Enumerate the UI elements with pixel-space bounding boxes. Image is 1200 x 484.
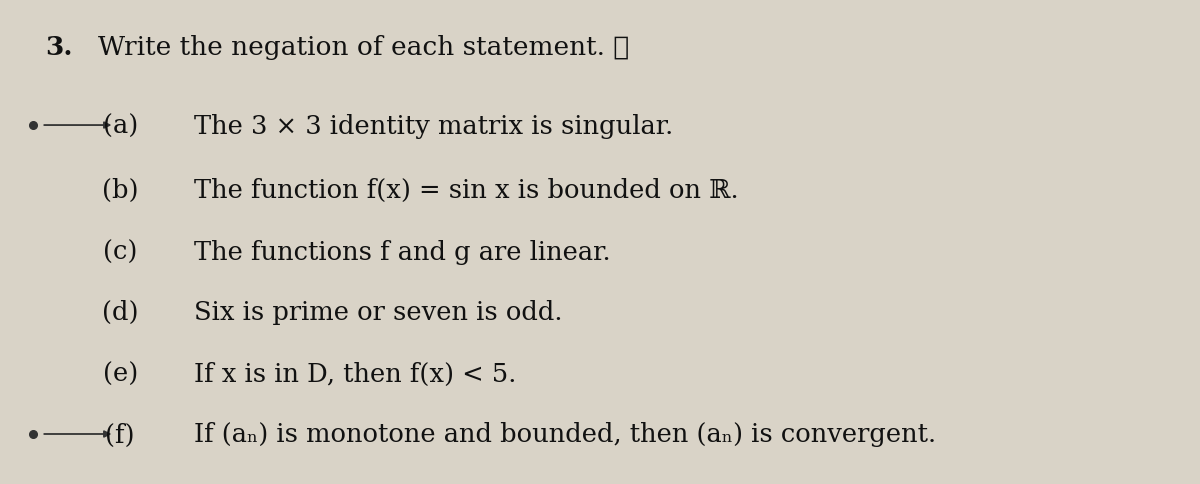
Text: If (aₙ) is monotone and bounded, then (aₙ) is convergent.: If (aₙ) is monotone and bounded, then (a… [194,422,936,447]
Text: (b): (b) [102,177,138,202]
Text: Six is prime or seven is odd.: Six is prime or seven is odd. [194,300,563,325]
Text: (d): (d) [102,300,138,325]
Text: (e): (e) [102,362,138,386]
Text: The 3 × 3 identity matrix is singular.: The 3 × 3 identity matrix is singular. [194,113,673,138]
Text: Write the negation of each statement. ☆: Write the negation of each statement. ☆ [98,35,629,60]
Text: (c): (c) [103,239,137,264]
Text: If x is in D, then f(x) < 5.: If x is in D, then f(x) < 5. [194,362,517,386]
Text: The function f(x) = sin x is bounded on ℝ.: The function f(x) = sin x is bounded on … [194,177,739,202]
Text: 3.: 3. [44,35,72,60]
Text: (f): (f) [106,422,134,447]
Text: (a): (a) [102,113,138,138]
Text: The functions f and g are linear.: The functions f and g are linear. [194,239,611,264]
